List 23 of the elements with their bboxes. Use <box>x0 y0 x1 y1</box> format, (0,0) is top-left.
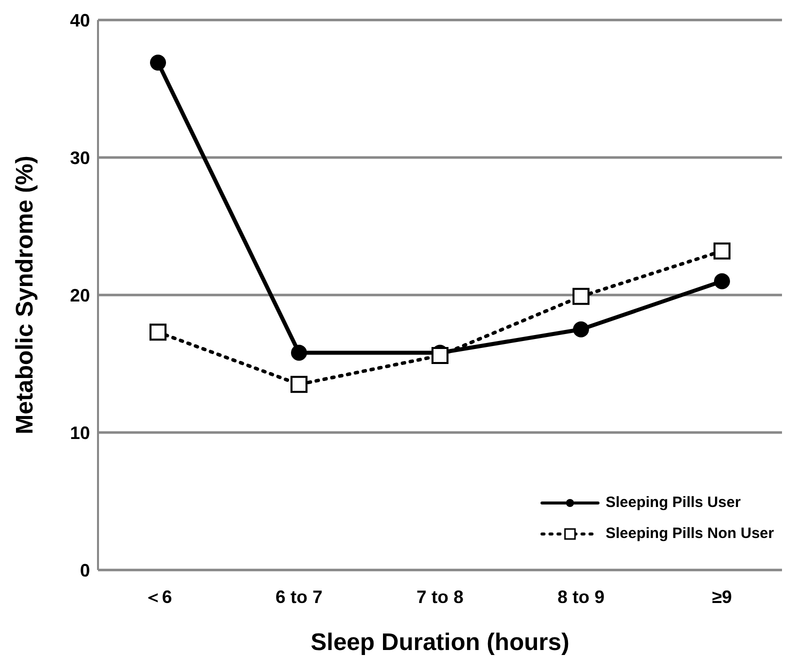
x-tick-label: 6 to 7 <box>275 586 323 607</box>
x-axis-title: Sleep Duration (hours) <box>310 629 570 656</box>
point <box>714 242 730 260</box>
point <box>432 347 448 364</box>
legend-label: Sleeping Pills Non User <box>606 525 774 542</box>
y-tick-label: 20 <box>70 285 90 306</box>
point <box>150 54 166 71</box>
x-tick-label: ＜6 <box>144 586 172 607</box>
y-tick-label: 40 <box>70 10 90 30</box>
x-tick-label: 7 to 8 <box>416 586 464 607</box>
y-tick-label: 10 <box>70 422 90 443</box>
x-tick-label: 8 to 9 <box>557 586 605 607</box>
y-tick-label: 0 <box>80 560 90 580</box>
point <box>573 321 589 338</box>
point <box>290 376 308 393</box>
point <box>291 344 307 361</box>
y-axis-title: Metabolic Syndrome (%) <box>12 156 39 434</box>
x-tick-label: ≥9 <box>712 586 732 607</box>
point <box>572 288 590 305</box>
y-tick-label: 30 <box>70 148 90 168</box>
legend-label: Sleeping Pills User <box>606 494 741 511</box>
point <box>714 273 730 290</box>
point <box>150 324 166 341</box>
